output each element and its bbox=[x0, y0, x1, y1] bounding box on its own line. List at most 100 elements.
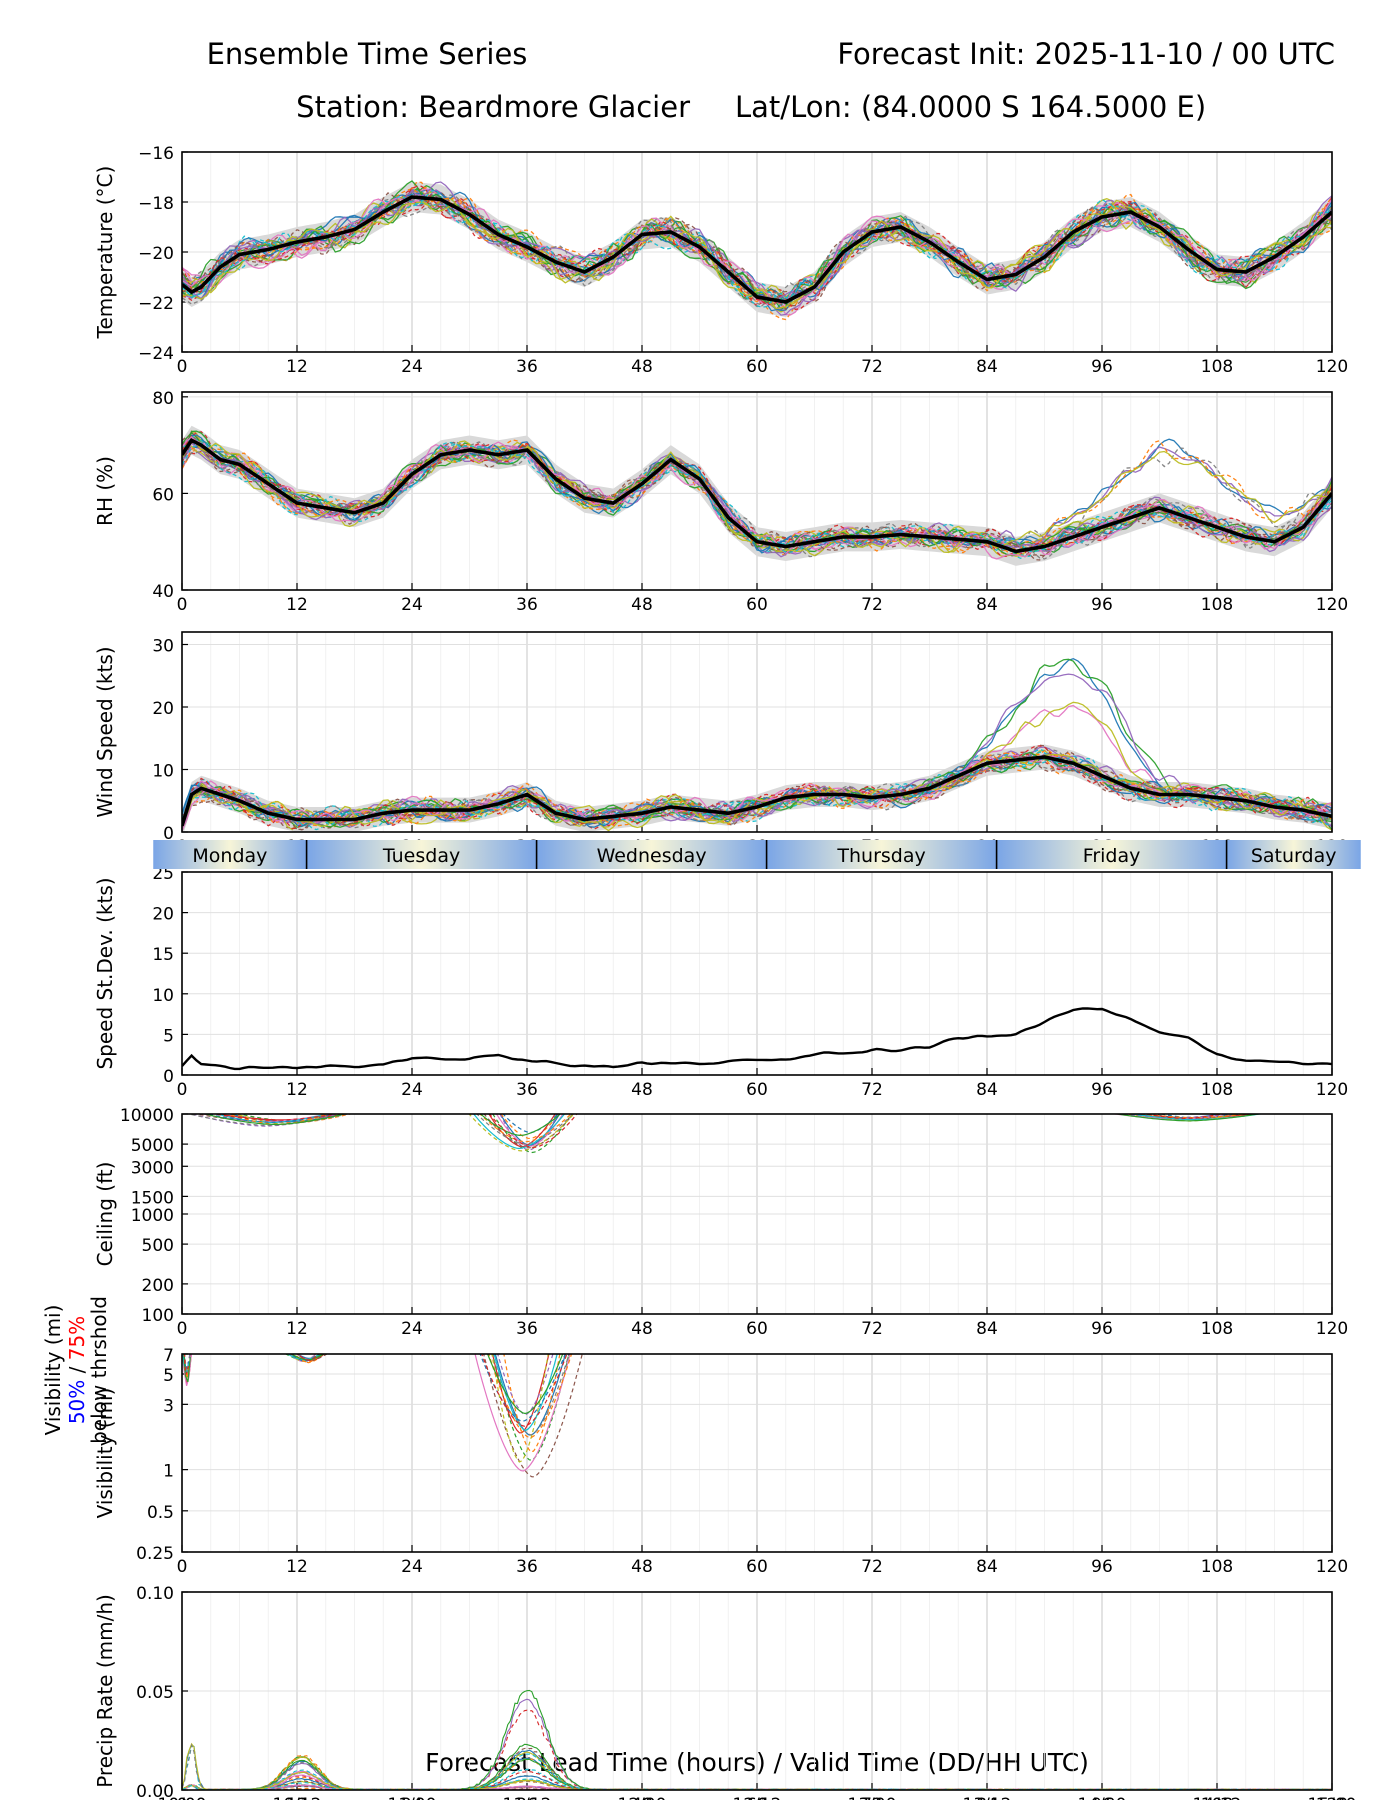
y-tick-label: 100 bbox=[142, 1306, 174, 1326]
day-segment bbox=[536, 840, 767, 869]
plot-frame bbox=[181, 871, 1333, 1076]
y-tick-label: 20 bbox=[152, 699, 174, 719]
x-tick-label: 120 bbox=[1316, 1557, 1348, 1577]
x-tick-label: 96 bbox=[1091, 1319, 1113, 1339]
member-line bbox=[493, 1354, 558, 1432]
x-tick-label: 60 bbox=[746, 1557, 768, 1577]
threshold-slash: / bbox=[65, 1360, 89, 1379]
valid-time-label: 14/12 bbox=[1193, 1795, 1242, 1800]
rh-panel: 40 60 80 0 12 24 36 48 60 72 84 96 108 120 RH (%) bbox=[93, 389, 1348, 615]
p75-label: 75% bbox=[65, 1316, 89, 1360]
member-line bbox=[183, 1354, 189, 1375]
x-tick-label: 48 bbox=[631, 1080, 653, 1100]
wind_speed-y-label: Wind Speed (kts) bbox=[93, 646, 117, 817]
x-tick-label: 72 bbox=[861, 1080, 883, 1100]
x-tick-label: 84 bbox=[976, 1319, 998, 1339]
y-tick-label: 0.5 bbox=[147, 1503, 174, 1523]
member-line bbox=[483, 1114, 574, 1149]
member-line bbox=[182, 749, 1332, 831]
x-tick-label: 72 bbox=[861, 1319, 883, 1339]
visibility-y-label: Visibility (mi) bbox=[93, 1388, 117, 1519]
valid-time-label: 10/12 bbox=[273, 1795, 322, 1800]
day-label-wednesday: Wednesday bbox=[597, 845, 707, 867]
member-line bbox=[182, 185, 1332, 310]
x-tick-label: 72 bbox=[861, 1557, 883, 1577]
x-tick-label: 12 bbox=[286, 1795, 308, 1800]
x-tick-label: 36 bbox=[516, 1795, 538, 1800]
x-tick-label: 24 bbox=[401, 1080, 423, 1100]
y-tick-label: 5 bbox=[163, 1026, 174, 1046]
visibility-label-thresholds: 50% / 75% bbox=[65, 1316, 89, 1424]
day-band: Monday Tuesday Wednesday Thursday Friday Satu… bbox=[153, 840, 1361, 869]
x-tick-label: 108 bbox=[1201, 1319, 1233, 1339]
member-line bbox=[296, 1354, 323, 1359]
y-tick-label: 1500 bbox=[131, 1188, 174, 1208]
member-line bbox=[481, 1354, 568, 1427]
x-tick-label: 24 bbox=[401, 595, 423, 615]
title-right: Forecast Init: 2025-11-10 / 00 UTC bbox=[837, 37, 1335, 71]
member-line bbox=[474, 1354, 571, 1472]
valid-time-label: 11/00 bbox=[388, 1795, 437, 1800]
visibility-y-label: Visibility (mi) 50% / 75% below thrshold bbox=[41, 1296, 111, 1444]
plot-frame bbox=[181, 1353, 1333, 1553]
speed_stdev-plot-area bbox=[182, 1007, 1332, 1071]
x-tick-label: 120 bbox=[1316, 1795, 1348, 1800]
y-tick-label: 10000 bbox=[120, 1106, 174, 1126]
x-tick-label: 36 bbox=[516, 1080, 538, 1100]
speed_stdev-y-label: Speed St.Dev. (kts) bbox=[93, 877, 117, 1069]
x-tick-label: 108 bbox=[1201, 357, 1233, 377]
x-tick-label: 60 bbox=[746, 1795, 768, 1800]
x-tick-label: 84 bbox=[976, 1557, 998, 1577]
x-tick-label: 72 bbox=[861, 1795, 883, 1800]
member-line bbox=[182, 430, 1332, 556]
x-tick-label: 48 bbox=[631, 357, 653, 377]
rh-y-label: RH (%) bbox=[93, 456, 117, 526]
x-tick-label: 0 bbox=[177, 357, 188, 377]
x-tick-label: 96 bbox=[1091, 357, 1113, 377]
y-tick-label: 30 bbox=[152, 637, 174, 657]
member-line bbox=[468, 1114, 575, 1152]
member-line bbox=[1143, 1114, 1225, 1120]
day-label-monday: Monday bbox=[192, 845, 267, 867]
visibility-panel: 0.25 0.5 1 3 57 0 12 24 36 48 60 72 84 96 108 120 Visibi… bbox=[93, 1346, 1348, 1577]
x-tick-label: 12 bbox=[286, 1080, 308, 1100]
x-tick-label: 48 bbox=[631, 1319, 653, 1339]
member-line bbox=[1137, 1114, 1252, 1119]
x-tick-label: 0 bbox=[177, 1319, 188, 1339]
title-left: Ensemble Time Series bbox=[207, 37, 528, 71]
plot-frame bbox=[181, 391, 1333, 591]
member-line bbox=[182, 745, 1332, 830]
x-tick-label: 108 bbox=[1201, 1080, 1233, 1100]
temperature-y-label: Temperature (°C) bbox=[93, 166, 117, 340]
member-line bbox=[182, 439, 1332, 560]
day-segment bbox=[306, 840, 537, 869]
day-segment bbox=[996, 840, 1227, 869]
member-line bbox=[1127, 1114, 1257, 1120]
x-tick-label: 84 bbox=[976, 1080, 998, 1100]
x-tick-label: 0 bbox=[177, 1795, 188, 1800]
x-tick-label: 72 bbox=[861, 595, 883, 615]
y-tick-label: 0.25 bbox=[136, 1544, 174, 1564]
x-tick-label: 12 bbox=[286, 1557, 308, 1577]
x-tick-label: 84 bbox=[976, 1795, 998, 1800]
x-tick-label: 12 bbox=[286, 595, 308, 615]
member-line bbox=[502, 1114, 559, 1134]
x-tick-label: 120 bbox=[1316, 1319, 1348, 1339]
x-tick-label: 36 bbox=[516, 357, 538, 377]
member-line bbox=[202, 1114, 347, 1126]
valid-time-label: 13/00 bbox=[848, 1795, 897, 1800]
wind_speed-plot-area bbox=[182, 657, 1332, 832]
valid-time-label: 12/12 bbox=[733, 1795, 782, 1800]
wind_speed-panel: 010203001224364860728496108120Wind Speed… bbox=[93, 631, 1348, 857]
x-tick-label: 60 bbox=[746, 357, 768, 377]
x-tick-label: 48 bbox=[631, 1557, 653, 1577]
member-line bbox=[296, 1354, 326, 1362]
day-segment bbox=[1226, 840, 1361, 869]
member-line bbox=[488, 1354, 573, 1439]
member-line bbox=[476, 1114, 574, 1145]
mean-line bbox=[182, 195, 1332, 304]
member-line bbox=[479, 1114, 562, 1137]
member-line bbox=[1128, 1114, 1264, 1121]
